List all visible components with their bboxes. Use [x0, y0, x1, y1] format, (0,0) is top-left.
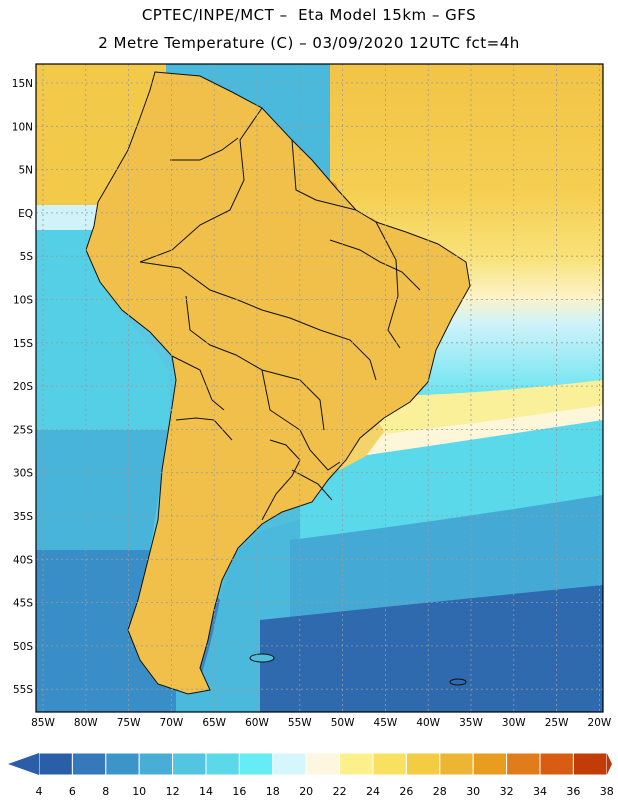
lon-label: 35W — [459, 717, 483, 729]
legend-arrow-high — [606, 753, 612, 775]
south-georgia — [449, 678, 467, 686]
legend-label: 22 — [333, 785, 347, 798]
legend-swatch — [172, 752, 207, 776]
legend-swatch — [405, 752, 441, 776]
lat-label: 5S — [20, 251, 34, 263]
legend-label: 14 — [199, 785, 213, 798]
legend-label: 24 — [366, 785, 380, 798]
lon-label: 80W — [74, 717, 98, 729]
lat-label: 50S — [13, 641, 33, 653]
map-field — [36, 64, 603, 712]
lon-label: 25W — [545, 717, 569, 729]
lon-label: 45W — [374, 717, 398, 729]
legend-swatch — [71, 752, 107, 776]
legend-swatch — [572, 752, 608, 776]
legend-label: 38 — [600, 785, 614, 798]
legend-swatch — [439, 752, 474, 776]
falkland-islands — [249, 653, 275, 663]
legend-swatch — [506, 752, 541, 776]
lat-label: 55S — [13, 684, 33, 696]
lat-label: 10N — [12, 121, 33, 133]
chart-subtitle: 2 Metre Temperature (C) – 03/09/2020 12U… — [98, 34, 520, 52]
lat-label: 10S — [13, 295, 33, 307]
lat-label: 5N — [18, 165, 33, 177]
lat-label: EQ — [18, 208, 33, 220]
lat-label: 45S — [13, 598, 33, 610]
legend-label: 26 — [399, 785, 413, 798]
lon-label: 30W — [502, 717, 526, 729]
legend-swatch — [205, 752, 240, 776]
legend-label: 10 — [132, 785, 146, 798]
color-legend: 4 6 8 10 12 14 16 18 20 22 24 26 28 30 32 34 36 38 — [8, 752, 614, 798]
lon-label: 85W — [31, 717, 55, 729]
lon-label: 60W — [245, 717, 269, 729]
lat-label: 40S — [13, 554, 33, 566]
lon-label: 75W — [117, 717, 141, 729]
legend-label: 36 — [566, 785, 580, 798]
legend-swatch — [339, 752, 374, 776]
legend-swatch — [539, 752, 574, 776]
legend-label: 4 — [36, 785, 43, 798]
lon-label: 20W — [588, 717, 612, 729]
graticule — [36, 64, 603, 712]
legend-swatch — [105, 752, 140, 776]
legend-label: 32 — [500, 785, 514, 798]
lat-label: 15N — [12, 78, 33, 90]
legend-arrow-low — [8, 753, 39, 775]
map-frame — [35, 63, 604, 713]
lon-label: 40W — [416, 717, 440, 729]
longitude-labels: 85W 80W 75W 70W 65W 60W 55W 50W 45W 40W 35W 30W 25W 2… — [31, 717, 612, 729]
latitude-labels: 15N 10N 5N EQ 5S 10S 15S 20S 25S 30S 35S 40S 45S 50S 5… — [12, 78, 34, 696]
legend-swatch — [38, 752, 73, 776]
legend-label: 34 — [533, 785, 547, 798]
legend-swatch — [305, 752, 341, 776]
lon-label: 55W — [288, 717, 312, 729]
legend-swatch — [472, 752, 508, 776]
chart-title: CPTEC/INPE/MCT – Eta Model 15km – GFS — [141, 6, 477, 24]
legend-label: 8 — [102, 785, 109, 798]
legend-swatch — [238, 752, 274, 776]
lat-label: 30S — [13, 468, 33, 480]
legend-label: 28 — [433, 785, 447, 798]
border-lines — [85, 71, 471, 695]
lat-label: 15S — [13, 338, 33, 350]
legend-label: 30 — [466, 785, 480, 798]
legend-swatch — [372, 752, 407, 776]
legend-label: 6 — [69, 785, 76, 798]
legend-label: 20 — [299, 785, 313, 798]
lat-label: 20S — [13, 381, 33, 393]
legend-swatch — [138, 752, 174, 776]
lon-label: 50W — [331, 717, 355, 729]
legend-swatch — [272, 752, 307, 776]
legend-label: 12 — [166, 785, 180, 798]
lat-label: 35S — [13, 511, 33, 523]
lat-label: 25S — [13, 424, 33, 436]
temperature-map: 15N 10N 5N EQ 5S 10S 15S 20S 25S 30S 35S 40S 45S 50S 5… — [12, 63, 612, 729]
lon-label: 70W — [160, 717, 184, 729]
legend-label: 18 — [266, 785, 280, 798]
legend-label: 16 — [232, 785, 246, 798]
lon-label: 65W — [202, 717, 226, 729]
